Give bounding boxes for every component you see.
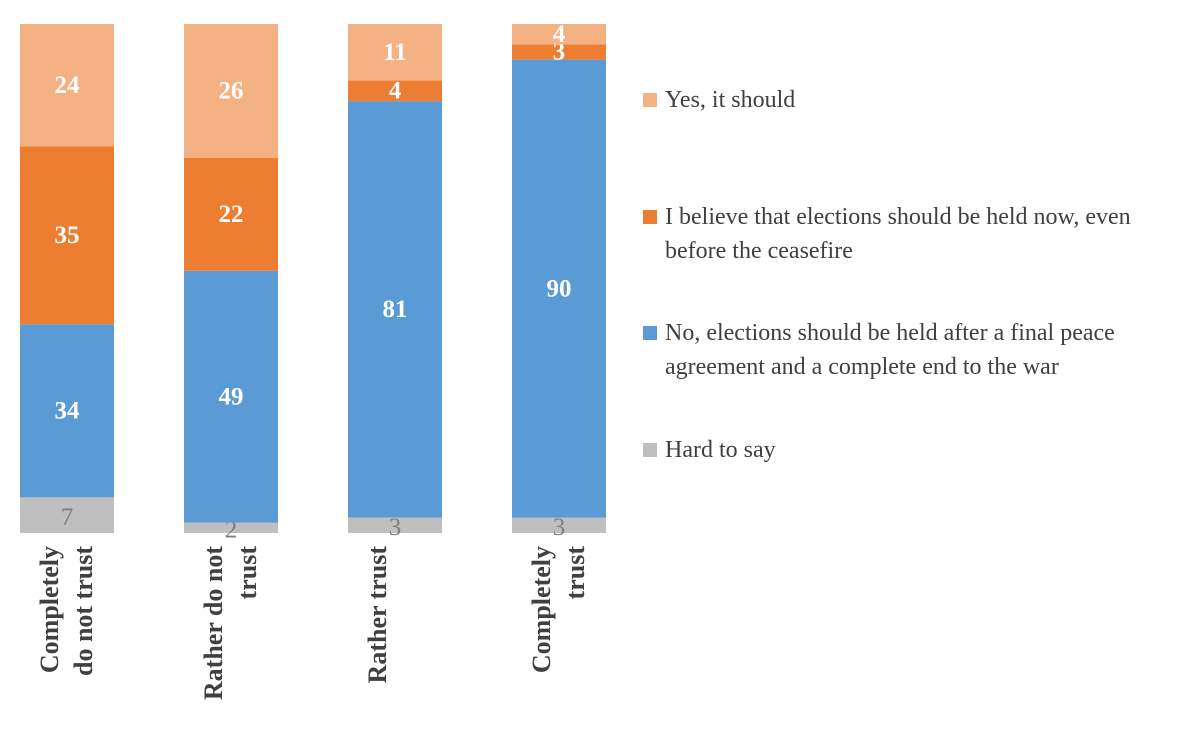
bar-segment [184,157,278,271]
x-label-box: Rather trust [363,546,392,684]
legend-label: I believe that elections should be held … [665,204,1131,264]
value-label: 49 [219,383,244,410]
legend-swatch [643,326,657,340]
value-label: 24 [55,72,81,99]
x-label-box: Rather do not trust [199,546,262,701]
bar-segment [184,522,278,533]
bar-segment [20,324,114,498]
bar-segment [512,24,606,45]
value-label: 34 [55,398,81,425]
value-label: 3 [553,514,566,541]
legend-box: I believe that elections should be held … [665,204,1131,264]
value-label: 3 [553,39,566,66]
x-tick-label: Rather do not trust [199,546,262,701]
bar-segment [184,270,278,523]
bar-segment [348,517,442,533]
value-label: 3 [389,514,402,541]
value-label: 7 [61,504,74,531]
bar-segment [20,24,114,147]
legend-label: Yes, it should [665,87,796,113]
bar-segment [348,24,442,81]
bar-segment [348,80,442,102]
value-label: 35 [55,222,80,249]
value-label: 90 [547,275,572,302]
x-label-box: Completely trust [527,546,590,674]
value-label: 4 [553,21,566,48]
bar-segment [512,59,606,518]
legend-label: Hard to say [665,437,776,463]
x-tick-label: Completely trust [527,546,590,674]
value-label: 2 [225,517,238,544]
value-label: 81 [383,296,408,323]
legend-box: No, elections should be held after a fin… [665,320,1115,380]
x-tick-label: Rather trust [363,546,392,684]
value-label: 11 [383,39,407,66]
legend-label: No, elections should be held after a fin… [665,320,1115,380]
bar-segment [348,101,442,518]
x-tick-label: Completely do not trust [35,546,98,677]
x-label-box: Completely do not trust [35,546,98,677]
bar-segment [512,517,606,533]
bar-segment [20,497,114,533]
value-label: 22 [219,201,244,228]
bar-segment [512,44,606,60]
legend-swatch [643,93,657,107]
bar-segment [20,146,114,325]
value-label: 26 [219,78,244,105]
legend-box: Hard to say [665,437,776,463]
value-label: 4 [389,78,402,105]
legend-box: Yes, it should [665,87,796,113]
legend-swatch [643,443,657,457]
bar-segment [184,24,278,158]
legend-swatch [643,210,657,224]
